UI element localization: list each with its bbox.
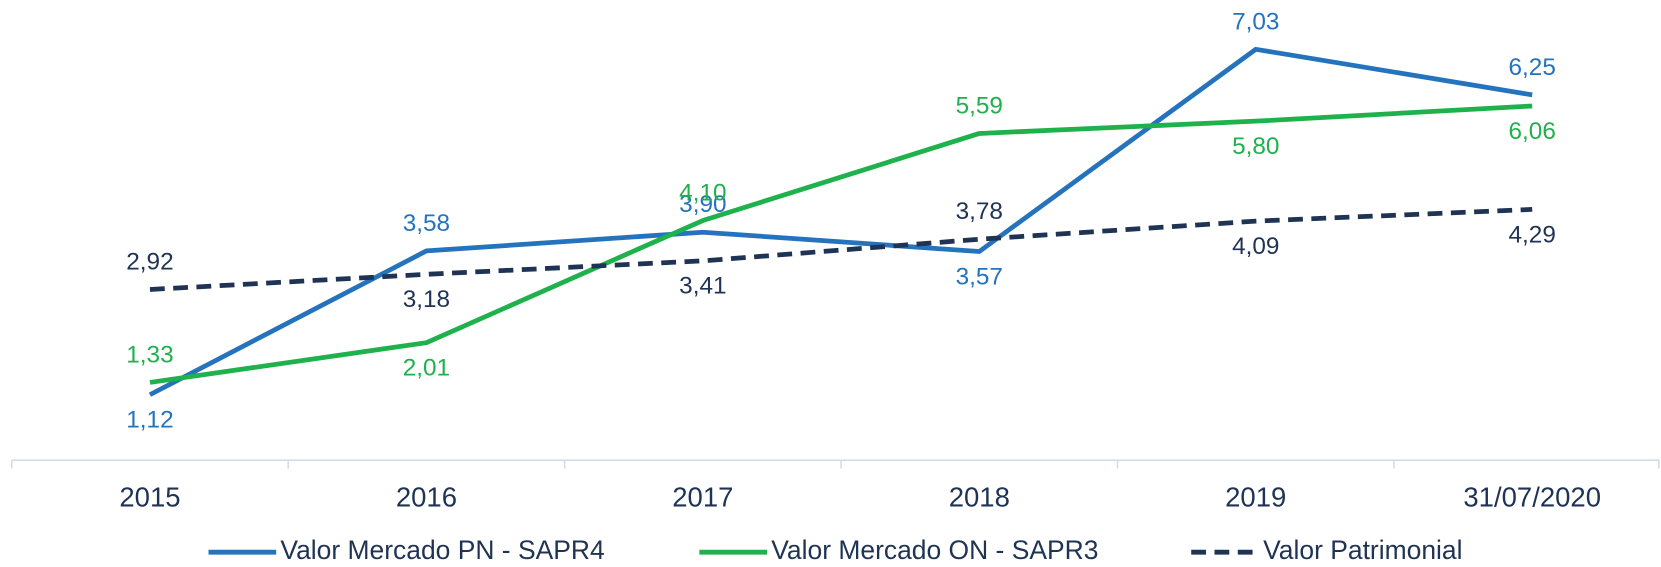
legend-label: Valor Mercado PN - SAPR4 bbox=[280, 535, 604, 565]
data-label: 5,59 bbox=[956, 92, 1003, 119]
series-line bbox=[149, 103, 1533, 385]
x-tick-label: 31/07/2020 bbox=[1463, 482, 1601, 513]
x-tick-label: 2015 bbox=[119, 482, 180, 513]
data-label: 3,57 bbox=[956, 263, 1003, 290]
data-label: 3,78 bbox=[956, 198, 1003, 225]
data-label: 3,58 bbox=[403, 210, 450, 237]
data-label: 1,12 bbox=[126, 407, 173, 434]
data-label: 4,10 bbox=[679, 180, 726, 207]
data-label: 7,03 bbox=[1232, 8, 1279, 35]
x-tick-label: 2017 bbox=[672, 482, 733, 513]
data-label: 3,41 bbox=[679, 273, 726, 300]
series-line bbox=[149, 207, 1533, 292]
x-tick-label: 2019 bbox=[1225, 482, 1286, 513]
x-tick-label: 2018 bbox=[949, 482, 1010, 513]
data-label: 3,18 bbox=[403, 286, 450, 313]
data-label: 6,06 bbox=[1509, 118, 1556, 145]
series-line bbox=[148, 46, 1533, 397]
data-label: 1,33 bbox=[126, 341, 173, 368]
data-label: 4,29 bbox=[1509, 221, 1556, 248]
data-label: 2,01 bbox=[403, 355, 450, 382]
legend-label: Valor Mercado ON - SAPR3 bbox=[771, 535, 1098, 565]
data-label: 5,80 bbox=[1232, 133, 1279, 160]
x-tick-label: 2016 bbox=[396, 482, 457, 513]
legend-label: Valor Patrimonial bbox=[1263, 535, 1462, 565]
data-label: 2,92 bbox=[126, 248, 173, 275]
data-label: 4,09 bbox=[1232, 233, 1279, 260]
data-label: 6,25 bbox=[1509, 54, 1556, 81]
